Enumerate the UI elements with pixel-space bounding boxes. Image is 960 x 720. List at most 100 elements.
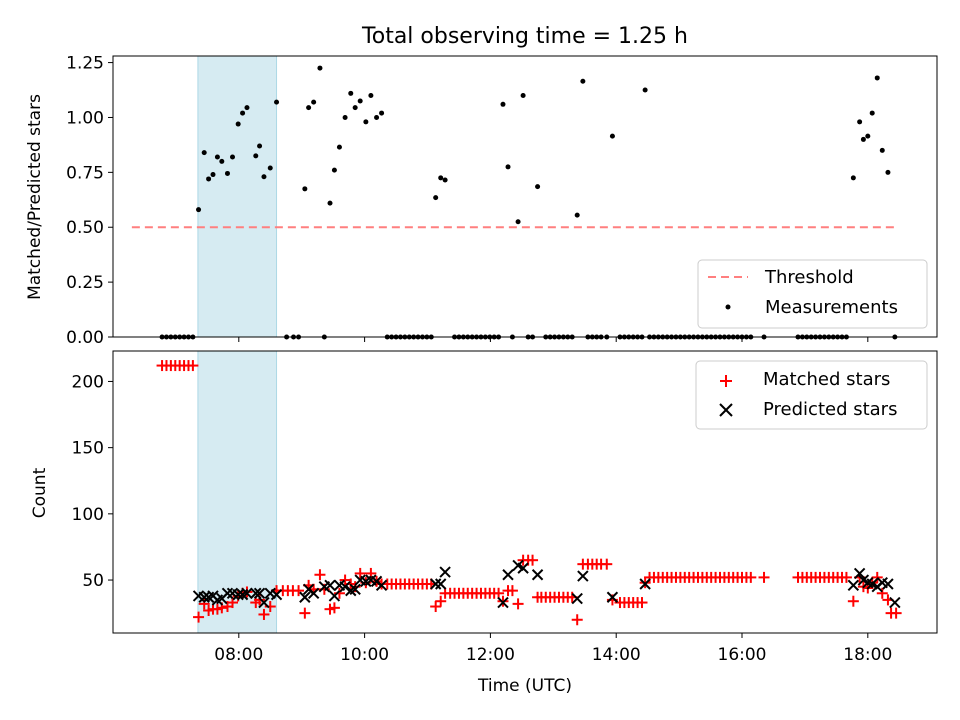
measurement-point bbox=[438, 175, 444, 181]
matched-star-marker bbox=[847, 595, 859, 607]
top-y-tick-label: 0.75 bbox=[66, 163, 104, 183]
chart-title: Total observing time = 1.25 h bbox=[361, 24, 688, 49]
predicted-star-marker bbox=[375, 579, 388, 592]
measurement-point bbox=[327, 200, 333, 206]
predicted-star-marker bbox=[531, 569, 544, 581]
predicted-star-marker bbox=[435, 578, 447, 590]
top-highlight-span bbox=[197, 55, 278, 338]
measurement-point bbox=[433, 195, 439, 201]
measurement-point bbox=[302, 186, 308, 192]
top-y-tick-label: 0.25 bbox=[66, 273, 104, 293]
top-y-axis-label: Matched/Predicted stars bbox=[25, 94, 45, 300]
measurement-point bbox=[331, 167, 337, 173]
measurement-point bbox=[869, 110, 875, 116]
predicted-star-marker bbox=[307, 587, 320, 599]
measurement-point bbox=[240, 110, 246, 116]
measurement-point bbox=[520, 93, 526, 99]
predicted-star-marker bbox=[198, 591, 210, 603]
measurement-point bbox=[515, 219, 521, 225]
matched-star-marker bbox=[493, 587, 505, 599]
matched-star-marker bbox=[339, 574, 351, 586]
measurement-point bbox=[267, 165, 273, 171]
predicted-star-marker bbox=[429, 578, 442, 590]
x-axis-label: Time (UTC) bbox=[477, 676, 572, 696]
matched-star-marker bbox=[506, 585, 518, 597]
matched-star-marker bbox=[636, 597, 648, 609]
legend-matched-swatch bbox=[720, 375, 732, 387]
top-legend-box bbox=[697, 259, 928, 329]
measurement-point bbox=[379, 110, 385, 116]
measurement-point bbox=[348, 90, 354, 96]
matched-star-marker bbox=[299, 607, 311, 619]
measurement-point bbox=[535, 184, 541, 190]
top-y-axis: 0.00 0.25 0.50 0.75 1.00 1.25 bbox=[66, 54, 113, 348]
top-x-ticks bbox=[238, 337, 869, 342]
measurement-point bbox=[261, 174, 267, 180]
x-tick-label: 10:00 bbox=[340, 645, 389, 665]
predicted-star-marker bbox=[853, 567, 866, 580]
measurement-points bbox=[159, 65, 898, 340]
predicted-stars-points bbox=[192, 559, 901, 609]
x-tick-label: 12:00 bbox=[466, 645, 515, 665]
bottom-y-axis: 50 100 150 200 bbox=[72, 372, 113, 591]
predicted-star-marker bbox=[889, 596, 901, 609]
measurement-point bbox=[224, 170, 230, 176]
predicted-star-marker bbox=[639, 578, 651, 590]
measurement-point bbox=[580, 78, 586, 84]
bottom-axes-frame bbox=[112, 350, 938, 634]
predicted-star-marker bbox=[232, 588, 244, 601]
measurement-point bbox=[352, 105, 358, 111]
measurement-point bbox=[368, 93, 374, 99]
matched-star-marker bbox=[293, 585, 305, 597]
legend-predicted-label: Predicted stars bbox=[763, 399, 897, 420]
measurement-point bbox=[274, 99, 280, 105]
top-y-tick-label: 0.50 bbox=[66, 218, 104, 238]
predicted-star-marker bbox=[497, 596, 509, 609]
measurement-point bbox=[206, 176, 212, 182]
predicted-star-marker bbox=[241, 587, 253, 599]
top-y-tick-label: 1.00 bbox=[66, 108, 104, 128]
measurement-point bbox=[235, 121, 241, 127]
measurement-point bbox=[201, 150, 207, 156]
measurement-point bbox=[442, 177, 448, 183]
x-tick-label: 18:00 bbox=[843, 645, 892, 665]
measurement-point bbox=[574, 212, 580, 218]
top-y-tick-label: 1.25 bbox=[66, 54, 104, 74]
matched-stars-points bbox=[156, 360, 902, 626]
measurement-point bbox=[865, 133, 871, 139]
bottom-panel: 50 100 150 200 08:00 10:00 12:00 14:00 16:00 18:… bbox=[30, 350, 938, 696]
measurement-point bbox=[342, 114, 348, 120]
measurement-point bbox=[357, 98, 363, 104]
bottom-x-axis: 08:00 10:00 12:00 14:00 16:00 18:00 bbox=[214, 633, 892, 665]
legend-measurements-label: Measurements bbox=[765, 297, 898, 318]
measurement-point bbox=[850, 175, 856, 181]
measurement-point bbox=[219, 158, 225, 164]
measurement-point bbox=[860, 136, 866, 142]
measurement-point bbox=[500, 101, 506, 107]
measurement-point bbox=[210, 172, 216, 178]
matched-star-marker bbox=[840, 571, 852, 583]
measurement-point bbox=[257, 143, 263, 149]
predicted-star-marker bbox=[517, 562, 529, 574]
predicted-star-marker bbox=[502, 569, 514, 581]
legend-measurements-swatch bbox=[725, 304, 731, 310]
predicted-star-marker bbox=[339, 580, 351, 593]
measurement-point bbox=[857, 119, 863, 125]
measurement-point bbox=[363, 119, 369, 125]
predicted-star-marker bbox=[439, 566, 451, 578]
x-tick-label: 14:00 bbox=[592, 645, 641, 665]
measurement-point bbox=[244, 105, 250, 111]
bottom-legend: Matched stars Predicted stars bbox=[695, 360, 928, 430]
x-tick-label: 16:00 bbox=[718, 645, 767, 665]
measurement-point bbox=[336, 144, 342, 150]
measurement-point bbox=[874, 75, 880, 81]
matched-star-marker bbox=[745, 571, 757, 583]
matched-star-marker bbox=[527, 554, 539, 566]
matched-star-marker bbox=[876, 587, 888, 599]
predicted-star-marker bbox=[328, 590, 341, 602]
predicted-star-marker bbox=[882, 578, 894, 590]
measurement-point bbox=[196, 207, 202, 213]
matched-star-marker bbox=[601, 558, 613, 570]
measurement-point bbox=[306, 105, 312, 111]
